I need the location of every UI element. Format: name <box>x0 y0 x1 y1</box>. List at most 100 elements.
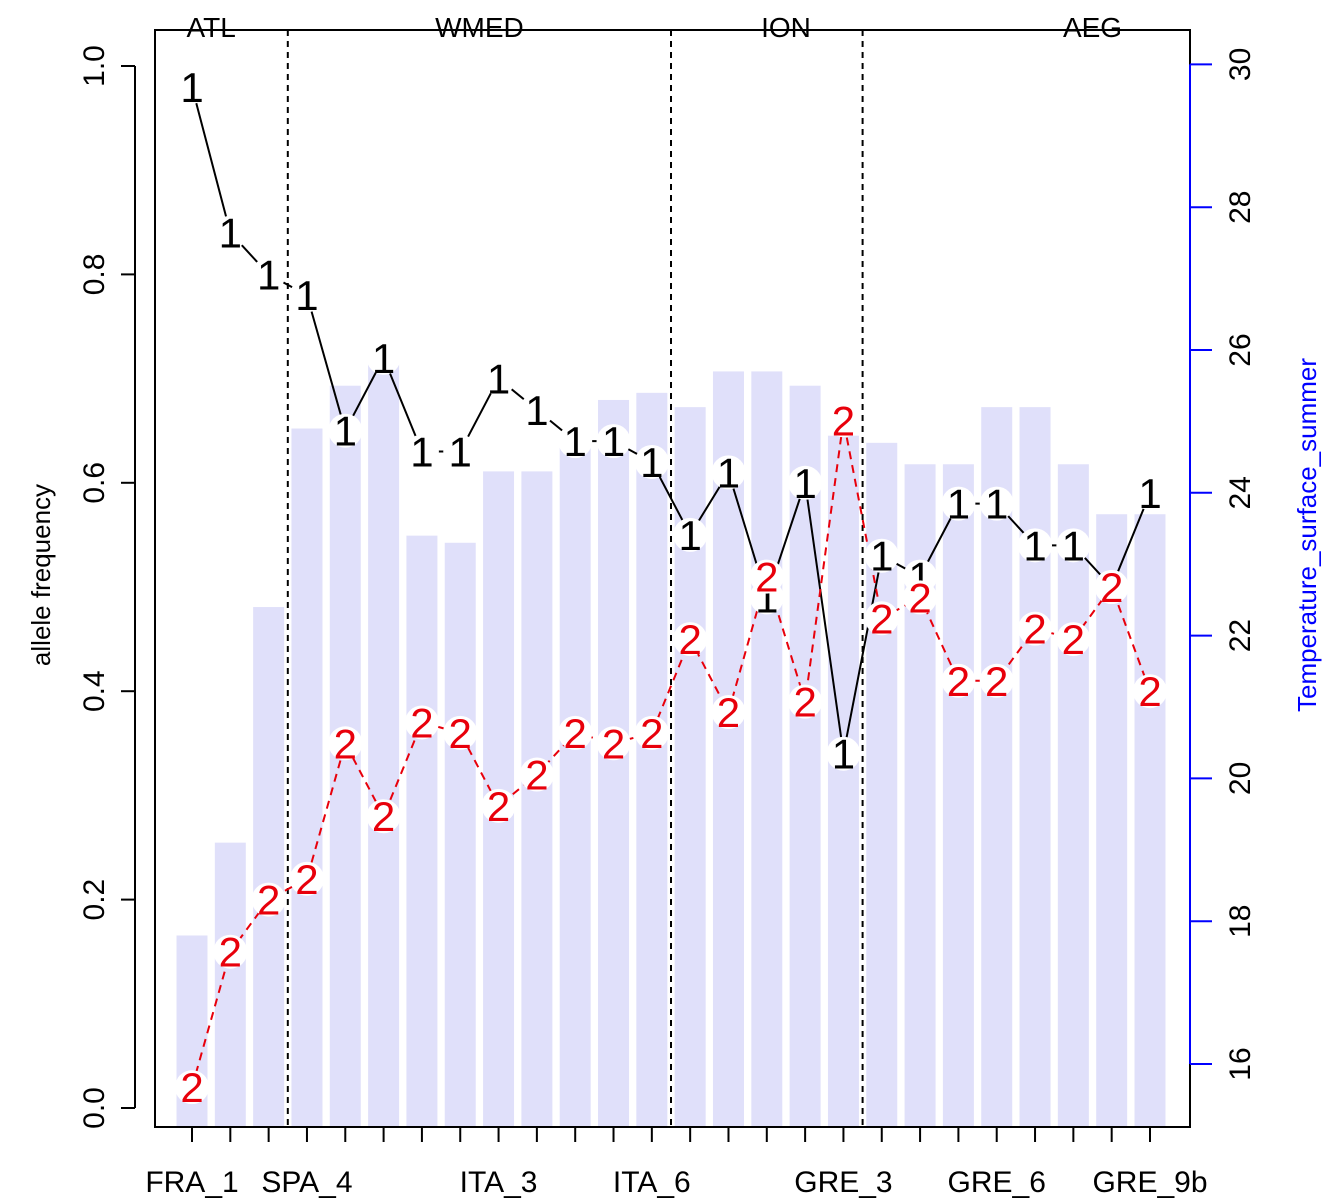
series-1-point: 1 <box>257 251 280 298</box>
right-tick-label: 20 <box>1224 762 1257 795</box>
region-separators <box>286 30 864 1127</box>
right-tick-label: 26 <box>1224 333 1257 366</box>
marker-backdrop <box>404 705 439 740</box>
temperature-bar <box>291 428 323 1127</box>
left-tick-label: 0.6 <box>78 462 111 504</box>
x-tick-label: GRE_9b <box>1092 1166 1207 1199</box>
right-y-axis: 16 18 20 22 24 26 28 30 <box>1189 48 1257 1081</box>
marker-backdrop <box>519 392 554 427</box>
right-tick-label: 22 <box>1224 619 1257 652</box>
marker-backdrop <box>328 413 363 448</box>
series-1-point: 1 <box>1138 470 1161 517</box>
temperature-bar <box>1019 407 1051 1127</box>
series-2-point: 2 <box>1138 668 1161 715</box>
marker-backdrop <box>788 684 823 719</box>
marker-backdrop <box>673 622 708 657</box>
series-1-point: 1 <box>678 512 701 559</box>
temperature-bar <box>253 607 285 1127</box>
marker-backdrop <box>289 278 324 313</box>
series-1-point: 1 <box>985 481 1008 528</box>
marker-backdrop <box>558 424 593 459</box>
marker-backdrop <box>251 257 286 292</box>
region-label-aeg: AEG <box>1063 12 1122 43</box>
marker-backdrop <box>941 486 976 521</box>
series-1-point: 1 <box>870 533 893 580</box>
series-2-point: 2 <box>257 877 280 924</box>
temperature-bar <box>1096 514 1128 1127</box>
x-axis: FRA_1 SPA_4 ITA_3 ITA_6 GRE_3 GRE_6 GRE_9b <box>145 1126 1208 1199</box>
marker-backdrop <box>941 663 976 698</box>
marker-backdrop <box>1056 622 1091 657</box>
marker-backdrop <box>711 455 746 490</box>
series-2-point: 2 <box>1023 606 1046 653</box>
marker-backdrop <box>634 444 669 479</box>
x-tick-label: ITA_6 <box>613 1166 691 1199</box>
marker-backdrop <box>1133 476 1167 511</box>
temperature-bar <box>521 471 553 1127</box>
marker-backdrop <box>634 715 669 750</box>
left-tick-label: 0.4 <box>78 670 111 712</box>
marker-backdrop <box>328 726 363 761</box>
series-2-point: 2 <box>487 783 510 830</box>
y-axis-title-left: allele frequency <box>26 484 56 666</box>
series-1-point: 1 <box>525 387 548 434</box>
series-1-point: 1 <box>410 429 433 476</box>
marker-backdrop <box>596 424 631 459</box>
series-1-point: 1 <box>487 356 510 403</box>
marker-backdrop <box>1018 528 1053 563</box>
series-1-point: 1 <box>832 731 855 778</box>
left-y-axis: 0.0 0.2 0.4 0.6 0.8 1.0 <box>78 45 136 1129</box>
series-1-point: 1 <box>1062 522 1085 569</box>
series-2-point: 2 <box>717 689 740 736</box>
marker-backdrop <box>175 1070 209 1105</box>
series-1-point: 1 <box>334 408 357 455</box>
temperature-bar <box>751 371 783 1127</box>
marker-backdrop <box>519 757 554 792</box>
temperature-bar <box>712 371 744 1127</box>
temperature-bar <box>214 842 246 1127</box>
marker-backdrop <box>1018 611 1053 646</box>
left-tick-label: 1.0 <box>78 45 111 87</box>
marker-backdrop <box>366 340 401 375</box>
marker-backdrop <box>175 69 209 104</box>
series-1-point: 1 <box>602 418 625 465</box>
left-tick-label: 0.2 <box>78 879 111 921</box>
series-2-point: 2 <box>295 856 318 903</box>
series-2-point: 2 <box>564 710 587 757</box>
left-tick-label: 0.8 <box>78 254 111 296</box>
marker-backdrop <box>558 715 593 750</box>
temperature-bar <box>942 464 974 1127</box>
marker-backdrop <box>366 799 401 834</box>
marker-backdrop <box>826 736 861 771</box>
series-2-point: 2 <box>832 397 855 444</box>
series-2-point: 2 <box>985 658 1008 705</box>
marker-backdrop <box>596 726 631 761</box>
series-1-point: 1 <box>449 429 472 476</box>
marker-backdrop <box>826 403 861 438</box>
series-2-point: 2 <box>908 574 931 621</box>
series-2-point: 2 <box>180 1064 203 1111</box>
right-tick-label: 28 <box>1224 191 1257 224</box>
marker-backdrop <box>979 663 1014 698</box>
marker-backdrop <box>213 934 248 969</box>
series-2-point: 2 <box>947 658 970 705</box>
y-axis-title-right: Temperature_surface_summer <box>1292 358 1322 712</box>
region-label-ion: ION <box>761 12 811 43</box>
marker-backdrop <box>979 486 1014 521</box>
series-1-point: 1 <box>717 449 740 496</box>
temperature-bar <box>636 392 668 1128</box>
temperature-bar <box>559 435 591 1127</box>
temperature-bar <box>368 364 400 1127</box>
right-tick-label: 30 <box>1224 48 1257 81</box>
marker-backdrop <box>864 538 899 573</box>
series-2-point: 2 <box>793 679 816 726</box>
region-label-atl: ATL <box>187 12 236 43</box>
series-1-point: 1 <box>219 210 242 257</box>
series-layer: 1111111111111111111111111122222222222222… <box>175 64 1167 1111</box>
series-2-point: 2 <box>1062 616 1085 663</box>
region-labels: ATL WMED ION AEG <box>187 12 1123 43</box>
marker-backdrop <box>481 788 516 823</box>
marker-backdrop <box>864 601 899 636</box>
marker-backdrop <box>1094 570 1129 604</box>
